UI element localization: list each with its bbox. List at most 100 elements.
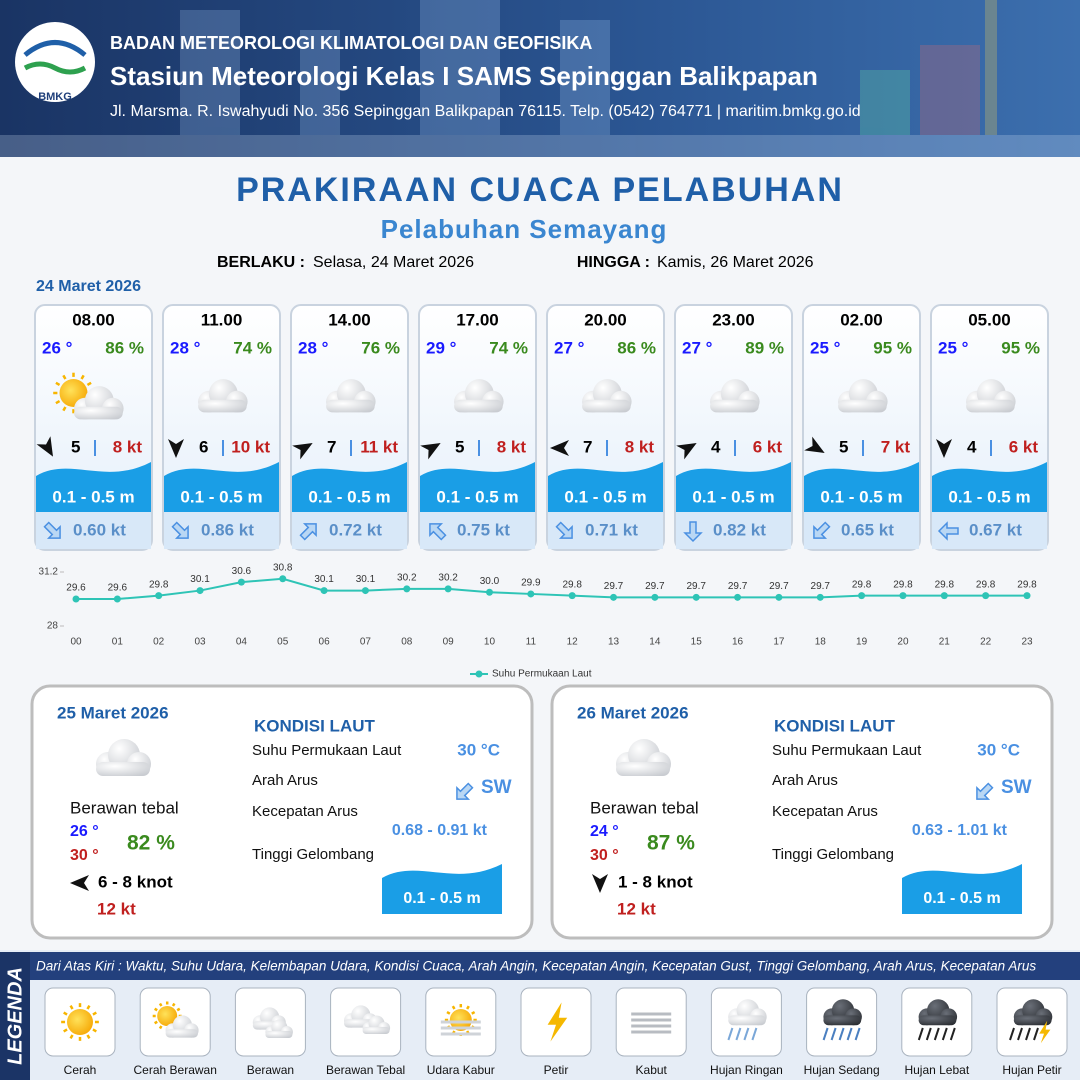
y-tick-label: 28 [47,621,59,632]
cloud-icon [710,379,760,413]
rain-drop [1033,1027,1039,1041]
sun-ray [154,1020,158,1025]
cloud-base [823,1015,862,1026]
sst-point [858,592,866,600]
sst-point [610,593,618,601]
humidity: 95 % [1001,338,1040,357]
sun-ray [171,1002,176,1007]
sun-ray [158,1025,163,1030]
x-tick-label: 15 [691,637,703,648]
cloud-icon [728,999,767,1026]
x-tick-label: 00 [70,637,82,648]
sun-ray [62,374,67,380]
wind-arrow [36,436,53,457]
current-speed: 0.63 - 1.01 kt [912,822,1008,839]
air-temp: 28 ° [170,338,201,357]
wave-band [292,462,407,512]
legend-item: Hujan Petir [1002,1063,1061,1077]
time: 05.00 [968,310,1011,329]
day-date: 25 Maret 2026 [57,703,169,722]
wave-band [676,462,791,512]
sun-ray [92,1011,97,1016]
legend-item: Cerah Berawan [134,1063,217,1077]
x-tick-label: 12 [567,637,579,648]
cloud-base [165,1029,198,1038]
sst-point [237,578,245,586]
gust: 8 kt [113,437,143,456]
sst-point [361,587,369,595]
current-speed: 0.71 kt [585,520,638,539]
rain-drop [917,1027,924,1041]
sea-label: Arah Arus [772,772,838,789]
humidity: 74 % [233,338,272,357]
sun-ray [63,1028,68,1033]
sst-point [320,587,328,595]
sun-ray [69,1034,74,1039]
sea-title: KONDISI LAUT [254,716,376,735]
sst: 30 °C [457,740,500,759]
wave-band [902,864,1022,914]
sun-ray [86,381,92,387]
condition: Berawan tebal [70,798,179,817]
sst-label: 29.7 [604,581,624,592]
legend-header [0,952,1080,980]
legend-item: Kabut [636,1063,668,1077]
x-tick-label: 07 [360,637,372,648]
current-arrow [976,782,994,800]
sst-label: 29.7 [645,581,665,592]
sea-label: Suhu Permukaan Laut [252,742,402,759]
current-speed: 0.82 kt [713,520,766,539]
sun-icon [61,1003,99,1041]
sun-ray [80,374,85,380]
sun-ray [92,1028,97,1033]
current-arrow [683,521,703,543]
rain-drop [822,1027,829,1041]
subtitle: Pelabuhan Semayang [381,214,668,244]
sun-ray [69,1005,74,1010]
current-arrow [813,521,831,539]
legend-item: Hujan Ringan [710,1063,783,1077]
sst-point [816,593,824,601]
wind-arrow [550,440,569,456]
time: 11.00 [201,310,243,329]
wind-arrow [292,443,313,460]
sst-label: 30.2 [438,573,458,584]
rain-drop [751,1027,758,1041]
x-tick-label: 20 [897,637,909,648]
sst-label: 29.8 [976,579,996,590]
cloud-base [582,399,631,413]
sun-ray [55,381,61,387]
sun-ray [158,1002,163,1007]
x-tick-label: 08 [401,637,413,648]
wind-arrow [676,443,697,460]
wave-band [382,864,502,914]
cloud-icon [165,1015,199,1038]
rain-drop [854,1027,861,1041]
sst-label: 29.6 [108,583,128,594]
sst-line [76,577,1027,600]
cloud-icon [265,1019,293,1038]
gust: 7 kt [881,437,911,456]
sst-point [982,592,990,600]
rain-drop [933,1027,940,1041]
rain-drop [941,1027,948,1041]
sst-label: 29.6 [66,583,86,594]
sst-point [734,593,742,601]
current-speed: 0.86 kt [201,520,254,539]
rain-drop [830,1027,837,1041]
sst-point [775,593,783,601]
wave-height: 0.1 - 0.5 m [436,487,518,506]
sst-point [651,593,659,601]
wave-height: 0.1 - 0.5 m [820,487,902,506]
wind-speed: 6 [199,437,208,456]
wave-band [36,462,151,512]
current-arrow [429,523,447,541]
gust: 12 kt [97,899,136,918]
wave-band [932,462,1047,512]
sst-label: 29.8 [1017,579,1037,590]
sst-label: 30.1 [190,574,210,585]
sst-label: 29.8 [562,579,582,590]
gust: 11 kt [360,437,398,456]
x-tick-label: 09 [443,637,455,648]
sst-label: 30.2 [397,573,417,584]
